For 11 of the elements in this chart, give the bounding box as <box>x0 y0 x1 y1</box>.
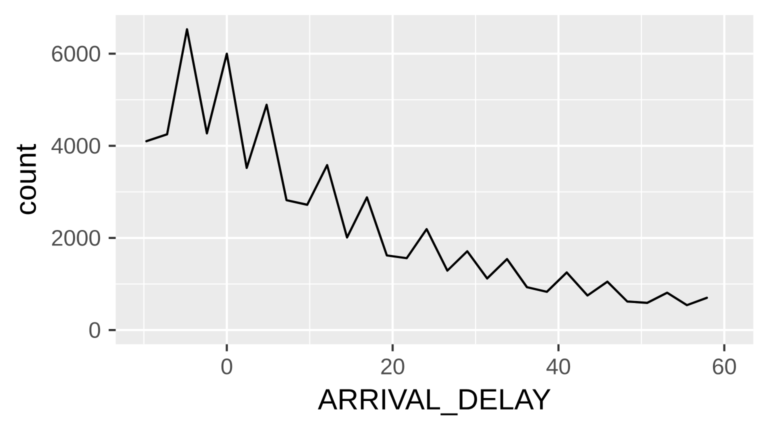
x-tick-label: 40 <box>546 358 570 374</box>
y-tick-label: 2000 <box>52 230 100 246</box>
x-tick-label: 20 <box>381 358 404 374</box>
x-tick-label: 0 <box>221 358 232 374</box>
y-tick-label: 4000 <box>51 138 100 154</box>
x-axis-title: ARRIVAL_DELAY <box>318 389 551 416</box>
y-tick-label: 6000 <box>52 46 100 62</box>
y-tick-label: 0 <box>89 322 100 338</box>
line-series <box>145 28 708 306</box>
x-tick-label: 60 <box>712 358 736 374</box>
y-axis-title: count <box>16 144 36 214</box>
